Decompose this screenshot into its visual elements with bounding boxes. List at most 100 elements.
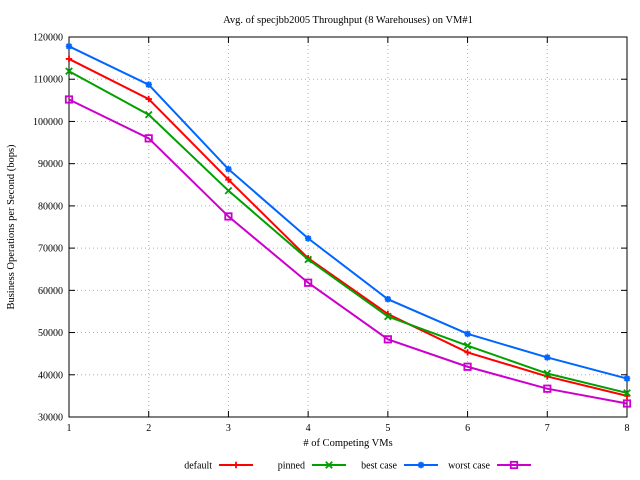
x-tick-label: 3	[226, 423, 231, 434]
series-layer	[64, 43, 632, 408]
x-tick-label: 4	[306, 423, 311, 434]
y-tick-label: 60000	[38, 286, 63, 297]
y-tick-label: 70000	[38, 244, 63, 255]
data-point-default	[65, 55, 73, 63]
data-point-worst-case	[304, 278, 313, 287]
data-point-default	[145, 95, 152, 103]
legend-label: default	[184, 461, 212, 472]
y-axis-label: Business Operations per Second (bops)	[6, 144, 17, 310]
x-tick-label: 1	[67, 423, 72, 434]
data-point-pinned	[543, 369, 552, 378]
data-point-worst-case	[383, 335, 392, 344]
data-point-default	[225, 176, 232, 183]
legend-marker	[417, 461, 425, 469]
data-point-best-case	[304, 235, 312, 242]
legend-item-default: default	[184, 461, 253, 472]
data-point-pinned	[65, 67, 73, 76]
y-tick-label: 90000	[38, 159, 63, 170]
data-point-pinned	[144, 110, 153, 119]
data-point-worst-case	[144, 134, 153, 143]
data-point-worst-case-stroke	[144, 134, 153, 143]
data-point-best-case	[145, 81, 152, 88]
chart-title: Avg. of specjbb2005 Throughput (8 Wareho…	[223, 15, 473, 26]
data-point-worst-case	[622, 399, 632, 408]
data-point-worst-case	[463, 362, 472, 371]
data-point-default-stroke	[225, 176, 232, 183]
series-line-pinned	[68, 70, 628, 394]
data-point-best-case	[225, 165, 232, 173]
data-point-best-case	[384, 296, 392, 303]
data-point-pinned	[623, 389, 631, 397]
data-point-default-stroke	[464, 349, 471, 356]
legend-label: pinned	[278, 461, 305, 472]
data-point-pinned-stroke	[224, 186, 233, 195]
data-point-best-case-stroke	[623, 375, 631, 382]
legend-marker-stroke	[417, 461, 425, 469]
data-point-worst-case-stroke	[463, 362, 472, 371]
y-tick-label: 80000	[38, 201, 63, 212]
data-point-pinned-stroke	[623, 389, 631, 397]
data-point-default-stroke	[65, 55, 73, 63]
legend-marker	[509, 460, 519, 470]
data-point-pinned-stroke	[463, 341, 472, 350]
series-line-worst-case	[68, 98, 628, 405]
y-tick-label: 30000	[38, 413, 63, 424]
data-point-worst-case-stroke	[304, 278, 313, 287]
y-tick-label: 100000	[33, 117, 63, 128]
data-point-best-case	[65, 43, 73, 50]
legend-item-pinned: pinned	[278, 461, 346, 472]
data-point-best-case-stroke	[225, 166, 232, 173]
legend-marker-stroke	[325, 461, 333, 469]
x-axis-label: # of Competing VMs	[303, 438, 392, 449]
data-point-pinned-stroke	[384, 312, 392, 321]
data-point-best-case-stroke	[145, 81, 152, 88]
data-point-pinned-stroke	[144, 110, 153, 119]
legend-label: best case	[361, 461, 397, 472]
x-tick-label: 7	[545, 423, 550, 434]
x-tick-label: 8	[625, 423, 630, 434]
data-point-best-case-stroke	[464, 330, 471, 337]
series-line-default	[68, 58, 628, 397]
y-tick-label: 110000	[33, 75, 63, 86]
axis-layer: 30000 40000 50000 60000 70000 80000 90000 10000…	[33, 33, 630, 435]
legend-marker	[325, 461, 333, 469]
legend-marker	[232, 461, 240, 469]
x-tick-label: 5	[385, 423, 390, 434]
legend: default pinned best case worst case	[184, 461, 531, 472]
data-point-pinned	[384, 312, 392, 321]
data-point-best-case-stroke	[384, 296, 391, 303]
data-point-pinned-stroke	[543, 369, 552, 378]
data-point-default	[464, 349, 471, 356]
data-point-worst-case	[64, 95, 74, 104]
series-line-best-case	[68, 45, 628, 380]
legend-label: worst case	[448, 461, 490, 472]
data-point-worst-case-stroke	[622, 399, 632, 408]
data-point-best-case-stroke	[544, 354, 551, 361]
data-point-worst-case-stroke	[64, 95, 74, 104]
data-point-pinned-stroke	[65, 67, 73, 76]
data-point-default-stroke	[145, 95, 152, 103]
data-point-worst-case-stroke	[383, 335, 392, 344]
legend-marker-stroke	[509, 460, 519, 470]
data-point-best-case	[544, 354, 551, 361]
data-point-worst-case-stroke	[543, 384, 552, 393]
legend-item-worst-case: worst case	[448, 461, 531, 472]
grid-layer	[68, 36, 628, 418]
data-point-pinned	[304, 255, 312, 264]
data-point-worst-case	[224, 212, 233, 221]
x-tick-label: 2	[146, 423, 151, 434]
legend-item-best-case: best case	[361, 461, 438, 472]
y-tick-label: 40000	[38, 370, 63, 381]
data-point-best-case-stroke	[65, 43, 73, 50]
y-tick-label: 50000	[38, 328, 63, 339]
data-point-pinned-stroke	[304, 255, 312, 264]
data-point-worst-case	[543, 384, 552, 393]
data-point-best-case	[623, 375, 631, 382]
data-point-best-case-stroke	[305, 235, 312, 242]
plot-border	[68, 36, 628, 418]
data-point-worst-case-stroke	[224, 212, 233, 221]
x-tick-label: 6	[465, 423, 470, 434]
y-tick-label: 120000	[33, 33, 63, 44]
